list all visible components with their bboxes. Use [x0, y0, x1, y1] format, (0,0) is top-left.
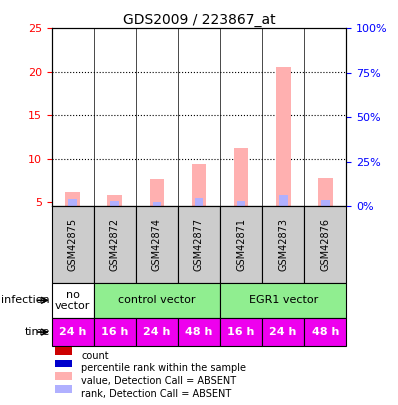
- Text: time: time: [24, 327, 50, 337]
- Bar: [107, 195, 122, 206]
- FancyBboxPatch shape: [52, 206, 94, 283]
- Text: 24 h: 24 h: [269, 327, 297, 337]
- Text: infection: infection: [1, 295, 50, 305]
- Text: count: count: [81, 351, 109, 360]
- Text: GSM42877: GSM42877: [194, 218, 204, 271]
- FancyBboxPatch shape: [94, 206, 136, 283]
- Title: GDS2009 / 223867_at: GDS2009 / 223867_at: [123, 13, 275, 27]
- Text: 16 h: 16 h: [101, 327, 129, 337]
- Text: 16 h: 16 h: [227, 327, 255, 337]
- Bar: [68, 199, 77, 206]
- Bar: [276, 67, 291, 206]
- Bar: [192, 164, 206, 206]
- Text: value, Detection Call = ABSENT: value, Detection Call = ABSENT: [81, 376, 236, 386]
- Text: EGR1 vector: EGR1 vector: [248, 295, 318, 305]
- FancyBboxPatch shape: [178, 206, 220, 283]
- Bar: [318, 179, 333, 206]
- Bar: [65, 192, 80, 206]
- Text: GSM42875: GSM42875: [68, 218, 78, 271]
- Text: GSM42873: GSM42873: [278, 218, 288, 271]
- FancyBboxPatch shape: [178, 318, 220, 346]
- Bar: [150, 179, 164, 206]
- Text: no
vector: no vector: [55, 290, 90, 311]
- FancyBboxPatch shape: [136, 318, 178, 346]
- FancyBboxPatch shape: [220, 283, 346, 318]
- Bar: [55, 347, 72, 355]
- Bar: [152, 202, 161, 206]
- Text: percentile rank within the sample: percentile rank within the sample: [81, 363, 246, 373]
- Bar: [110, 201, 119, 206]
- Text: 24 h: 24 h: [143, 327, 171, 337]
- Text: control vector: control vector: [118, 295, 196, 305]
- FancyBboxPatch shape: [304, 206, 346, 283]
- Bar: [279, 195, 288, 206]
- Text: GSM42876: GSM42876: [320, 218, 330, 271]
- Text: rank, Detection Call = ABSENT: rank, Detection Call = ABSENT: [81, 389, 232, 399]
- Text: 48 h: 48 h: [185, 327, 213, 337]
- Bar: [234, 148, 248, 206]
- FancyBboxPatch shape: [52, 318, 94, 346]
- FancyBboxPatch shape: [262, 318, 304, 346]
- Text: GSM42874: GSM42874: [152, 218, 162, 271]
- Bar: [55, 385, 72, 393]
- Text: GSM42871: GSM42871: [236, 218, 246, 271]
- FancyBboxPatch shape: [220, 318, 262, 346]
- Bar: [321, 200, 330, 206]
- FancyBboxPatch shape: [220, 206, 262, 283]
- Bar: [237, 201, 246, 206]
- Bar: [55, 373, 72, 380]
- FancyBboxPatch shape: [94, 283, 220, 318]
- FancyBboxPatch shape: [136, 206, 178, 283]
- FancyBboxPatch shape: [52, 283, 94, 318]
- Text: 24 h: 24 h: [59, 327, 86, 337]
- Text: GSM42872: GSM42872: [110, 218, 120, 271]
- FancyBboxPatch shape: [262, 206, 304, 283]
- Bar: [55, 360, 72, 367]
- Text: 48 h: 48 h: [312, 327, 339, 337]
- FancyBboxPatch shape: [94, 318, 136, 346]
- Bar: [195, 198, 203, 206]
- FancyBboxPatch shape: [304, 318, 346, 346]
